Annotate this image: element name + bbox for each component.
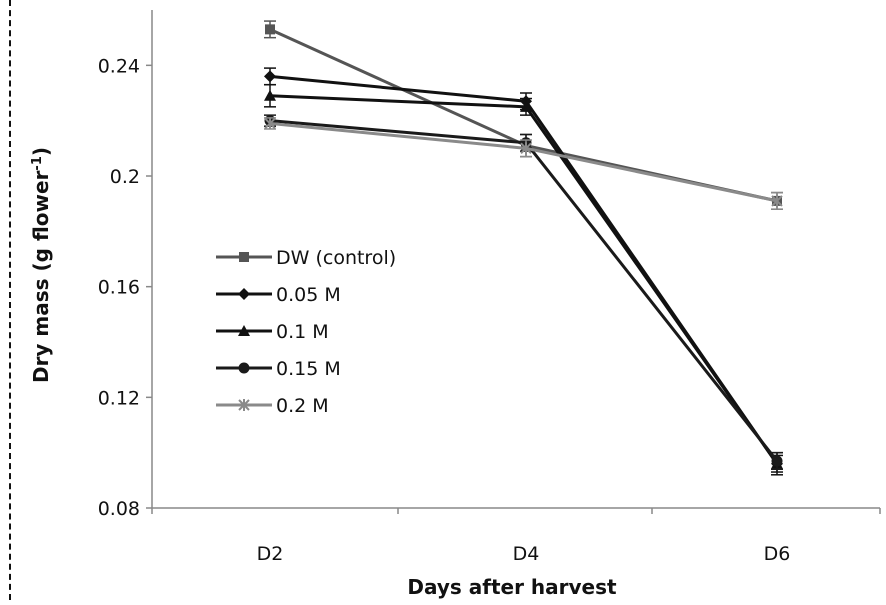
y-tick-label: 0.2 <box>110 166 140 188</box>
series-4 <box>264 114 783 471</box>
data-point-marker <box>771 455 783 467</box>
series-5 <box>264 117 783 210</box>
series-2 <box>264 67 783 473</box>
legend-label: 0.15 M <box>276 358 341 380</box>
legend-label: 0.2 M <box>276 395 329 417</box>
x-tick-label: D6 <box>764 543 791 565</box>
legend-swatch-marker <box>239 252 249 262</box>
y-tick-label: 0.16 <box>98 277 140 299</box>
data-point-marker <box>264 89 276 101</box>
x-tick-label: D4 <box>513 543 540 565</box>
series-layer <box>264 20 783 476</box>
x-axis-title: Days after harvest <box>407 575 617 599</box>
series-line <box>269 119 779 462</box>
data-point-marker <box>264 70 276 83</box>
y-tick-label: 0.08 <box>98 498 140 520</box>
data-point-marker <box>520 100 532 112</box>
legend-label: 0.05 M <box>276 284 341 306</box>
left-border-rule <box>9 0 11 600</box>
data-point-marker <box>520 142 532 155</box>
y-axis-title-main: Dry mass (g flower <box>29 170 53 383</box>
x-tick-label: D2 <box>257 543 284 565</box>
series-3 <box>264 83 783 476</box>
y-axis-title-superscript: -1 <box>30 156 45 170</box>
y-tick-label: 0.12 <box>98 387 140 409</box>
legend-item: 0.05 M <box>216 284 341 306</box>
legend-swatch-marker <box>238 325 250 336</box>
data-point-marker <box>264 117 276 130</box>
data-point-marker <box>771 194 783 207</box>
y-tick-label: 0.24 <box>98 55 140 77</box>
legend: DW (control) 0.05 M 0.1 M 0.15 M 0.2 M <box>216 247 396 417</box>
data-point-marker <box>265 24 275 35</box>
axes: 0.08 0.12 0.16 0.2 0.24 D2 D4 D6 <box>98 10 881 565</box>
legend-swatch-marker <box>238 288 250 300</box>
legend-label: 0.1 M <box>276 321 329 343</box>
legend-item: 0.1 M <box>216 321 329 343</box>
legend-item: 0.15 M <box>216 358 341 380</box>
legend-swatch-marker <box>238 399 250 411</box>
legend-swatch-marker <box>238 362 250 374</box>
legend-item: DW (control) <box>216 247 396 269</box>
legend-label: DW (control) <box>276 247 396 269</box>
legend-item: 0.2 M <box>216 395 329 417</box>
y-axis-title-close: ) <box>29 147 53 156</box>
y-axis-title: Dry mass (g flower-1) <box>29 147 53 383</box>
